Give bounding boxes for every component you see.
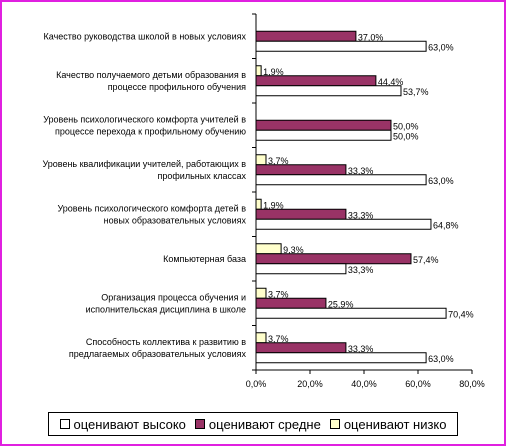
bar: [255, 164, 347, 176]
bar-value-label: 57,4%: [413, 255, 439, 265]
bar-value-label: 9,3%: [283, 245, 304, 255]
bar: [255, 129, 392, 141]
bar-value-label: 33,3%: [348, 166, 374, 176]
bar-value-label: 37,0%: [358, 32, 384, 42]
x-tick-label: 60,0%: [405, 379, 431, 389]
bar: [255, 119, 392, 131]
bar-value-label: 50,0%: [393, 131, 419, 141]
bar-value-label: 50,0%: [393, 121, 419, 131]
bar-value-label: 64,8%: [433, 220, 459, 230]
chart-legend: оценивают высоко оценивают средне оценив…: [48, 412, 458, 436]
bar: [255, 263, 347, 275]
category-label: Уровень психологического комфорта учител…: [43, 114, 246, 124]
category-label: новых образовательных условиях: [104, 215, 247, 225]
legend-label-high: оценивают высоко: [73, 416, 186, 432]
legend-item-high: оценивают высоко: [59, 416, 186, 432]
bar: [255, 174, 427, 186]
bar: [255, 243, 282, 255]
bar-value-label: 63,0%: [428, 42, 454, 52]
category-label: процессе профильного обучения: [108, 82, 246, 92]
bar-value-label: 63,0%: [428, 354, 454, 364]
bar-value-label: 3,7%: [268, 334, 289, 344]
category-label: Уровень квалификации учителей, работающи…: [42, 159, 246, 169]
x-tick-label: 40,0%: [351, 379, 377, 389]
legend-label-medium: оценивают средне: [208, 416, 321, 432]
bar-value-label: 33,3%: [348, 344, 374, 354]
category-label: профильных классах: [158, 171, 247, 181]
category-label: исполнительская дисциплина в школе: [86, 304, 246, 314]
legend-swatch-high: [59, 419, 70, 429]
bar-value-label: 63,0%: [428, 176, 454, 186]
legend-swatch-low: [329, 419, 340, 429]
bar: [255, 307, 447, 319]
bar: [255, 30, 357, 42]
bar-value-label: 70,4%: [448, 309, 474, 319]
bar: [255, 332, 267, 344]
bar-value-label: 3,7%: [268, 156, 289, 166]
category-label: предлагаемых образовательных условиях: [69, 349, 247, 359]
legend-item-medium: оценивают средне: [194, 416, 321, 432]
category-label: Компьютерная база: [163, 254, 246, 264]
category-label: Способность коллектива к развитию в: [86, 337, 246, 347]
category-label: Качество руководства школой в новых усло…: [44, 31, 247, 41]
bar-value-label: 3,7%: [268, 289, 289, 299]
bar: [255, 342, 347, 354]
bar: [255, 154, 267, 166]
bar: [255, 352, 427, 364]
x-tick-label: 0,0%: [246, 379, 267, 389]
bar-value-label: 44,4%: [378, 77, 404, 87]
x-tick-label: 20,0%: [297, 379, 323, 389]
legend-item-low: оценивают низко: [329, 416, 447, 432]
bar: [255, 287, 267, 299]
bar: [255, 198, 262, 210]
legend-label-low: оценивают низко: [343, 416, 447, 432]
bar-value-label: 33,3%: [348, 210, 374, 220]
category-label: процессе перехода к профильному обучению: [55, 126, 246, 136]
bar-value-label: 1,9%: [263, 67, 284, 77]
bar: [255, 75, 377, 87]
category-label: Организация процесса обучения и: [101, 292, 246, 302]
category-label: Качество получаемого детьми образования …: [56, 70, 246, 80]
bar: [255, 208, 347, 220]
bar: [255, 253, 412, 265]
bar: [255, 297, 327, 309]
bar: [255, 65, 262, 77]
x-tick-label: 80,0%: [459, 379, 485, 389]
category-label: Уровень психологического комфорта детей …: [57, 203, 246, 213]
bar: [255, 40, 427, 52]
bar-value-label: 1,9%: [263, 200, 284, 210]
legend-swatch-medium: [194, 419, 205, 429]
bar-value-label: 53,7%: [403, 87, 429, 97]
bar: [255, 85, 402, 97]
bar-value-label: 25,9%: [328, 299, 354, 309]
bar: [255, 218, 432, 230]
bar-value-label: 33,3%: [348, 265, 374, 275]
